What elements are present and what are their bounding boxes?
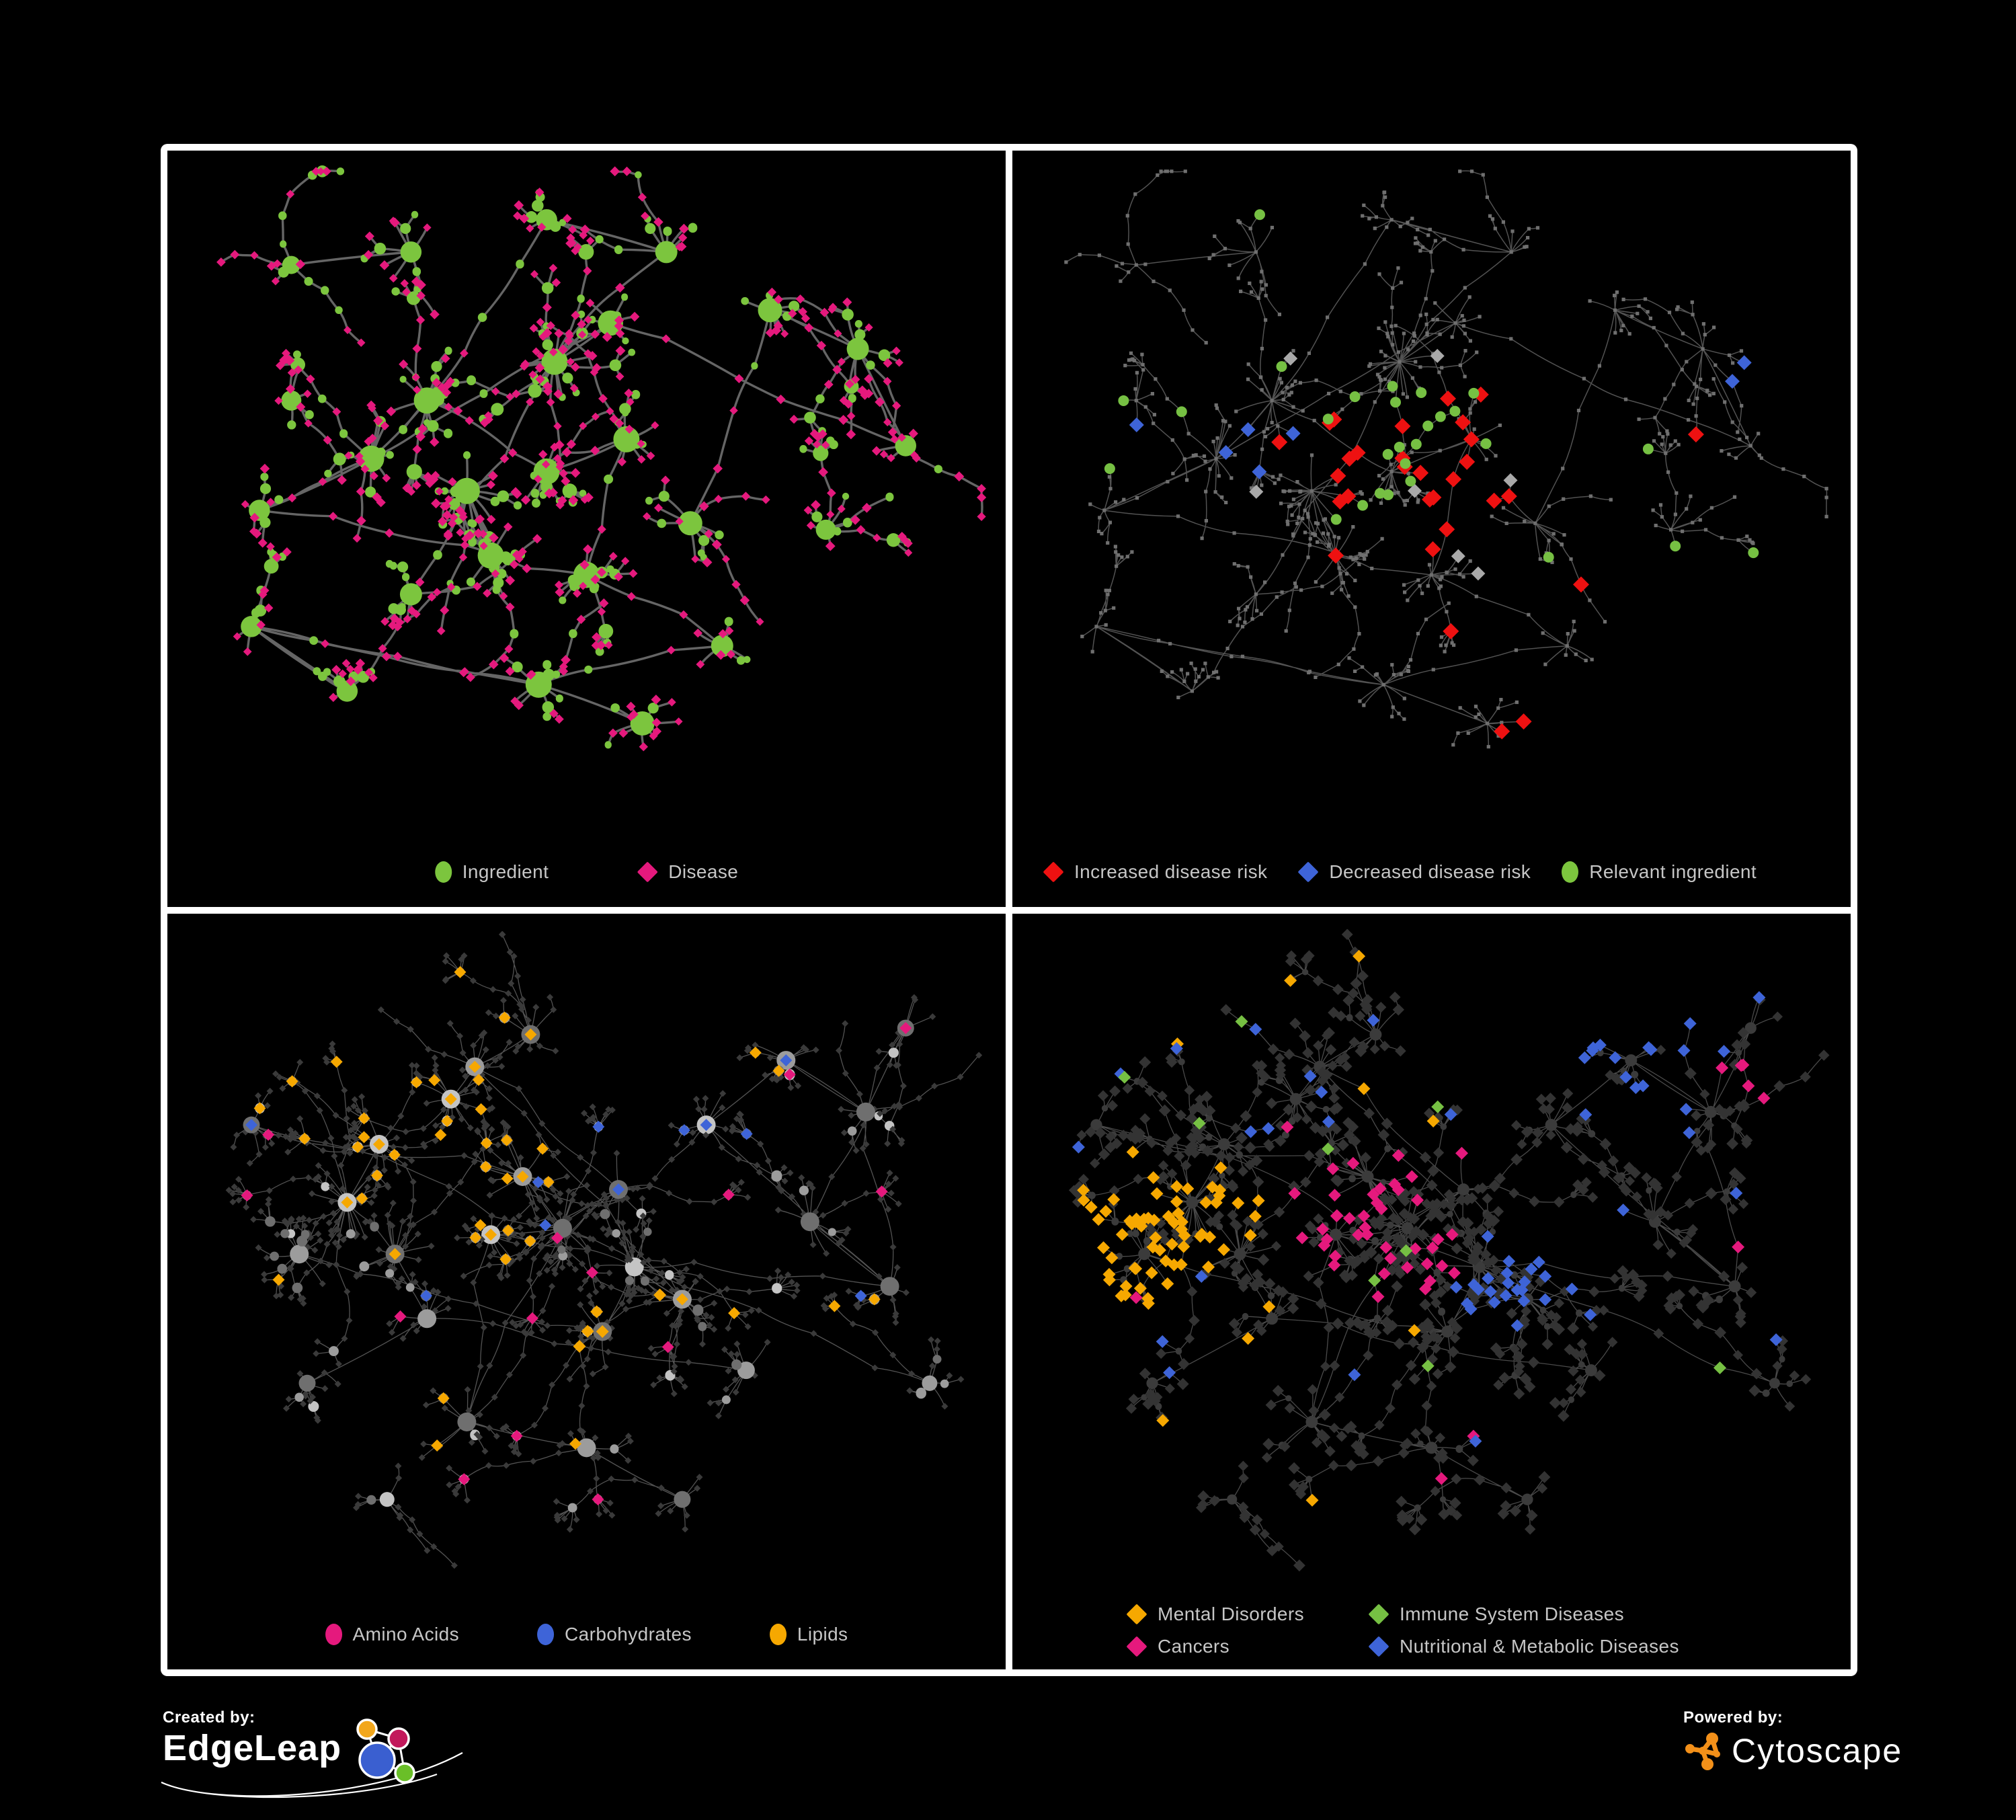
panel-disease-risk: Increased disease risk Decreased disease … — [1012, 151, 1851, 907]
network-highlight-nodes — [1072, 949, 1783, 1507]
edgeleap-network-icon — [356, 1718, 415, 1784]
edgeleap-swoosh — [161, 1752, 463, 1798]
legend-marker-diamond — [637, 861, 658, 883]
legend-marker-diamond — [1297, 861, 1319, 883]
legend-item: Decreased disease risk — [1297, 861, 1531, 883]
panel-disease-category: Mental Disorders Immune System Diseases Ca… — [1012, 913, 1851, 1669]
cytoscape-icon — [1685, 1733, 1720, 1770]
legend-marker-diamond — [1368, 1636, 1389, 1657]
legend-label: Increased disease risk — [1074, 861, 1268, 882]
legend-marker-diamond — [1126, 1604, 1147, 1625]
network-nutrient-class — [225, 931, 983, 1569]
network-disease-risk — [1064, 169, 1828, 749]
legend-ingredient-disease: Ingredient Disease — [434, 861, 739, 883]
legend-disease-risk: Increased disease risk Decreased disease … — [1043, 861, 1757, 883]
legend-marker-ellipse — [537, 1624, 555, 1645]
legend-label: Nutritional & Metabolic Diseases — [1400, 1636, 1679, 1657]
network-ingredient-disease — [216, 165, 987, 752]
powered-by-block: Powered by: Cytoscape — [1683, 1708, 1902, 1772]
legend-label: Mental Disorders — [1158, 1604, 1305, 1624]
legend-marker-ellipse — [325, 1624, 342, 1645]
created-by-block: Created by: EdgeLeap — [161, 1708, 463, 1801]
legend-item: Relevant ingredient — [1562, 861, 1757, 883]
legend-label: Decreased disease risk — [1329, 861, 1531, 882]
edgeleap-logo: EdgeLeap — [161, 1718, 463, 1801]
legend-label: Ingredient — [462, 861, 549, 882]
panel-ingredient-disease: Ingredient Disease — [167, 151, 1006, 907]
legend-nutrient-class: Amino Acids Carbohydrates Lipids — [325, 1624, 848, 1645]
legend-item: Ingredient — [434, 861, 549, 883]
network-highlight-nodes — [1104, 209, 1759, 740]
legend-label: Lipids — [797, 1624, 848, 1645]
panel-grid: Ingredient Disease Increased disease risk… — [161, 144, 1857, 1676]
powered-by-label: Powered by: — [1683, 1708, 1783, 1727]
network-edges — [1065, 170, 1828, 747]
legend-item: Amino Acids — [325, 1624, 459, 1645]
network-nodes — [225, 931, 983, 1569]
panel-nutrient-class: Amino Acids Carbohydrates Lipids — [167, 913, 1006, 1669]
legend-label: Cancers — [1158, 1636, 1230, 1657]
legend-marker-ellipse — [1562, 861, 1579, 883]
network-disease-category — [1068, 928, 1830, 1571]
legend-label: Carbohydrates — [565, 1624, 692, 1645]
network-edges — [229, 933, 979, 1566]
created-by-label: Created by: — [163, 1708, 255, 1727]
cytoscape-logo: Cytoscape — [1683, 1730, 1902, 1772]
legend-label: Immune System Diseases — [1400, 1604, 1625, 1624]
cytoscape-wordmark: Cytoscape — [1732, 1732, 1903, 1770]
legend-item: Disease — [637, 861, 738, 883]
legend-marker-diamond — [1368, 1604, 1389, 1625]
legend-marker-ellipse — [769, 1624, 787, 1645]
legend-item: Immune System Diseases — [1368, 1604, 1679, 1625]
legend-item: Carbohydrates — [537, 1624, 692, 1645]
edgeleap-wordmark: EdgeLeap — [163, 1728, 342, 1768]
legend-disease-category: Mental Disorders Immune System Diseases Ca… — [1126, 1604, 1679, 1657]
legend-item: Mental Disorders — [1126, 1604, 1305, 1625]
legend-marker-diamond — [1043, 861, 1064, 883]
legend-marker-diamond — [1126, 1636, 1147, 1657]
legend-label: Disease — [668, 861, 739, 882]
legend-label: Relevant ingredient — [1589, 861, 1757, 882]
legend-item: Increased disease risk — [1043, 861, 1267, 883]
legend-label: Amino Acids — [352, 1624, 460, 1645]
legend-item: Cancers — [1126, 1636, 1304, 1657]
legend-item: Nutritional & Metabolic Diseases — [1368, 1636, 1679, 1657]
legend-item: Lipids — [769, 1624, 848, 1645]
network-nodes — [216, 165, 987, 752]
network-nodes — [1064, 169, 1828, 749]
legend-marker-ellipse — [434, 861, 452, 883]
